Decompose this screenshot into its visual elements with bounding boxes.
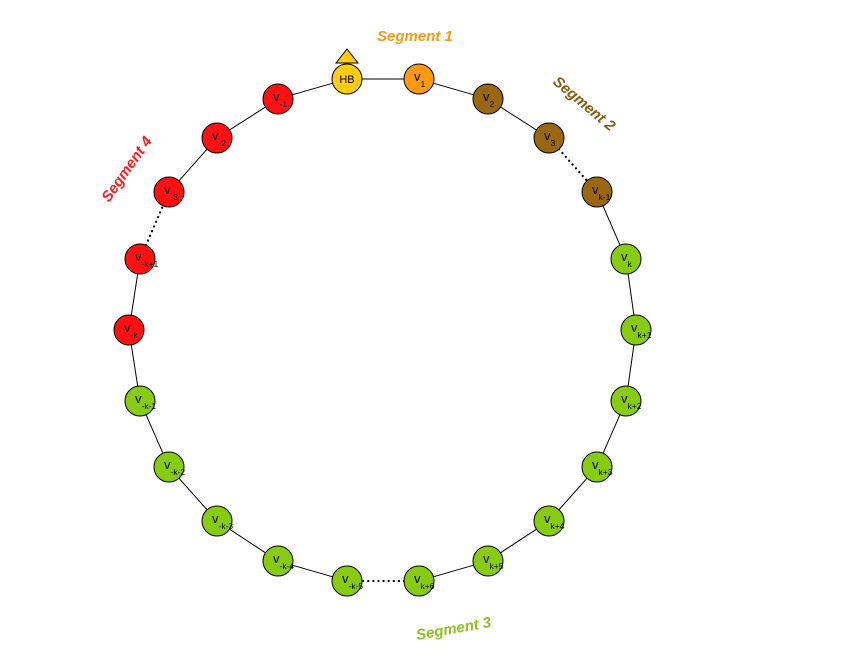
edge bbox=[433, 82, 474, 96]
node-circle bbox=[403, 63, 435, 95]
node-circle bbox=[113, 314, 145, 346]
node-circle bbox=[153, 451, 185, 483]
node-subscript: k+6 bbox=[421, 581, 435, 591]
node-v-k: v-k bbox=[113, 314, 145, 346]
edge bbox=[602, 414, 621, 454]
node-subscript: -3 bbox=[171, 192, 179, 202]
node-circle bbox=[620, 314, 652, 346]
node-subscript: k+2 bbox=[628, 401, 642, 411]
edge bbox=[229, 106, 266, 131]
edge bbox=[178, 148, 208, 182]
node-subscript: -k bbox=[131, 330, 139, 340]
node-circle bbox=[472, 545, 504, 577]
node-circle bbox=[201, 122, 233, 154]
node-subscript: k+1 bbox=[638, 330, 652, 340]
edge bbox=[292, 564, 333, 578]
node-v-k-1: v-k-1 bbox=[124, 385, 157, 417]
edge bbox=[130, 273, 139, 316]
node-circle bbox=[153, 176, 185, 208]
node-subscript: k bbox=[628, 259, 633, 269]
node-circle bbox=[262, 83, 294, 115]
edge bbox=[130, 344, 139, 387]
node-subscript: k-1 bbox=[599, 192, 611, 202]
node-subscript: -k-2 bbox=[171, 467, 186, 477]
dotted-edge bbox=[557, 148, 589, 182]
node-v-k-2: v-k-2 bbox=[153, 451, 186, 483]
node-v3: v3 bbox=[533, 122, 565, 154]
hb-node: HB bbox=[331, 48, 363, 95]
node-circle bbox=[581, 176, 613, 208]
node-vk-1: vk-1 bbox=[581, 176, 613, 208]
node-v-1: v-1 bbox=[262, 83, 294, 115]
node-vk+3: vk+3 bbox=[581, 451, 613, 483]
node-circle bbox=[610, 385, 642, 417]
node-subscript: 2 bbox=[490, 99, 495, 109]
edge bbox=[229, 528, 266, 554]
node-label: v3 bbox=[544, 128, 556, 148]
node-subscript: k+5 bbox=[490, 561, 504, 571]
node-subscript: -k-1 bbox=[142, 401, 157, 411]
node-v1: v1 bbox=[403, 63, 435, 95]
edge bbox=[558, 477, 588, 511]
edge bbox=[500, 528, 537, 554]
node-v2: v2 bbox=[472, 83, 504, 115]
node-subscript: k+4 bbox=[551, 521, 565, 531]
node-subscript: k+3 bbox=[599, 467, 613, 477]
edge bbox=[500, 106, 537, 131]
node-circle bbox=[533, 122, 565, 154]
node-circle bbox=[472, 83, 504, 115]
node-vk+2: vk+2 bbox=[610, 385, 642, 417]
node-label: vk bbox=[621, 249, 633, 269]
node-v-k-3: v-k-3 bbox=[201, 505, 234, 537]
segment-1-label: Segment 1 bbox=[377, 28, 453, 45]
node-subscript: -2 bbox=[219, 138, 227, 148]
node-subscript: -k-4 bbox=[280, 561, 295, 571]
node-subscript: -k+1 bbox=[142, 259, 159, 269]
edge bbox=[433, 564, 474, 578]
node-circle bbox=[581, 451, 613, 483]
node-circle bbox=[262, 545, 294, 577]
hb-node-circle bbox=[331, 63, 363, 95]
segment-4-label: Segment 4 bbox=[98, 133, 156, 205]
node-vk: vk bbox=[610, 243, 642, 275]
edge bbox=[627, 273, 635, 316]
node-label: v2 bbox=[483, 89, 495, 109]
node-circle bbox=[201, 505, 233, 537]
node-circle bbox=[403, 565, 435, 597]
node-circle bbox=[124, 243, 156, 275]
node-circle bbox=[533, 505, 565, 537]
node-v-k-4: v-k-4 bbox=[262, 545, 295, 577]
node-subscript: 3 bbox=[551, 138, 556, 148]
node-v-2: v-2 bbox=[201, 122, 233, 154]
node-label: v1 bbox=[414, 69, 426, 89]
node-vk+5: vk+5 bbox=[472, 545, 504, 577]
hb-node-label: HB bbox=[339, 74, 354, 86]
node-subscript: -k-3 bbox=[219, 521, 234, 531]
edge bbox=[145, 414, 164, 454]
node-vk+4: vk+4 bbox=[533, 505, 565, 537]
nodes-layer: HB v1 v2 v3 vk-1 vk vk+1 vk+2 vk+3 vk+4 vk+5 vk+6 v-… bbox=[113, 48, 652, 597]
triangle-up-icon bbox=[334, 48, 360, 64]
node-v-k-5: v-k-5 bbox=[331, 565, 364, 597]
edge bbox=[178, 477, 208, 511]
node-circle bbox=[124, 385, 156, 417]
node-subscript: -1 bbox=[280, 99, 288, 109]
segment-3-label: Segment 3 bbox=[415, 614, 493, 644]
node-subscript: -k-5 bbox=[349, 581, 364, 591]
segment-2-label: Segment 2 bbox=[549, 73, 619, 135]
node-circle bbox=[610, 243, 642, 275]
node-vk+1: vk+1 bbox=[620, 314, 652, 346]
edge bbox=[627, 344, 635, 387]
node-circle bbox=[331, 565, 363, 597]
node-vk+6: vk+6 bbox=[403, 565, 435, 597]
edge bbox=[602, 205, 621, 246]
edges-layer bbox=[130, 78, 635, 583]
node-v-3: v-3 bbox=[153, 176, 185, 208]
node-subscript: 1 bbox=[421, 79, 426, 89]
dotted-edge bbox=[144, 204, 165, 247]
edge bbox=[292, 82, 333, 96]
node-v-k+1: v-k+1 bbox=[124, 243, 159, 275]
